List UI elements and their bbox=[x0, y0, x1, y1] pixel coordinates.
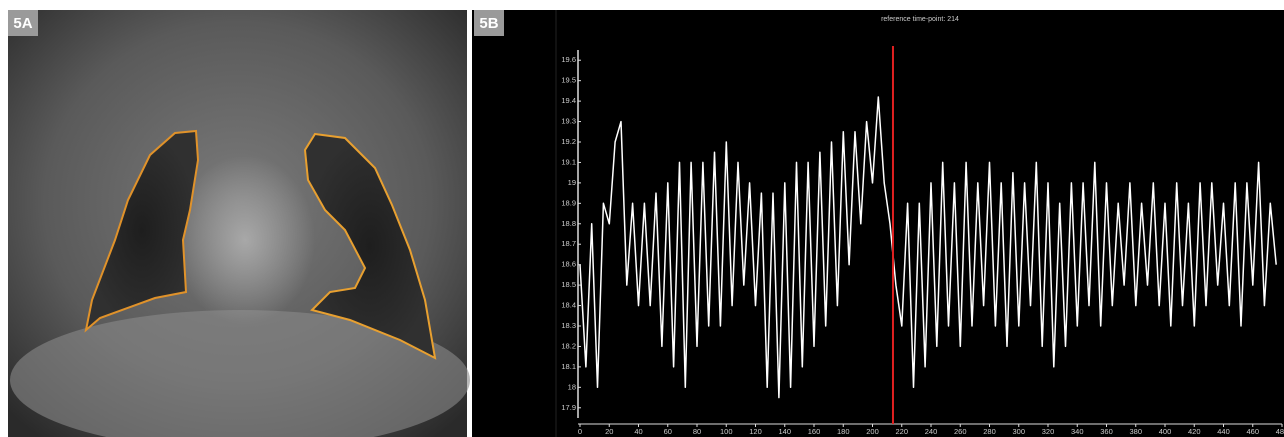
x-tick-label: 220 bbox=[895, 427, 908, 436]
y-tick-label: 19.4 bbox=[561, 96, 576, 105]
x-tick-label: 400 bbox=[1159, 427, 1172, 436]
y-tick-label: 19.3 bbox=[561, 117, 576, 126]
xray-image: 5A bbox=[8, 10, 470, 437]
y-tick-label: 18.4 bbox=[561, 301, 576, 310]
x-tick-label: 60 bbox=[664, 427, 672, 436]
x-tick-label: 440 bbox=[1217, 427, 1230, 436]
x-tick-label: 280 bbox=[983, 427, 996, 436]
x-tick-label: 380 bbox=[1129, 427, 1142, 436]
x-tick-label: 20 bbox=[605, 427, 613, 436]
chart-title: reference time-point: 214 bbox=[881, 16, 959, 23]
x-tick-label: 320 bbox=[1042, 427, 1055, 436]
x-tick-label: 160 bbox=[808, 427, 821, 436]
x-tick-label: 300 bbox=[1012, 427, 1025, 436]
x-tick-label: 140 bbox=[778, 427, 791, 436]
y-tick-label: 18.7 bbox=[561, 239, 576, 248]
x-tick-label: 240 bbox=[925, 427, 938, 436]
x-tick-label: 40 bbox=[634, 427, 642, 436]
y-tick-label: 18.8 bbox=[561, 219, 576, 228]
x-tick-label: 420 bbox=[1188, 427, 1201, 436]
x-tick-label: 340 bbox=[1071, 427, 1084, 436]
y-tick-label: 18.9 bbox=[561, 198, 576, 207]
x-tick-label: 480 bbox=[1276, 427, 1284, 436]
chart-panel: 5B reference time-point: 214 17.9 18 18.1 1… bbox=[472, 10, 1284, 437]
y-tick-label: 18 bbox=[568, 382, 576, 391]
y-tick-label: 19.5 bbox=[561, 76, 576, 85]
panel-label: 5A bbox=[13, 15, 32, 32]
x-tick-label: 180 bbox=[837, 427, 850, 436]
y-tick-label: 17.9 bbox=[561, 403, 576, 412]
y-tick-label: 18.2 bbox=[561, 341, 576, 350]
x-tick-label: 100 bbox=[720, 427, 733, 436]
x-tick-label: 0 bbox=[578, 427, 582, 436]
x-tick-label: 80 bbox=[693, 427, 701, 436]
figure: 5A 5B reference time-point: 214 17.9 18 18… bbox=[0, 0, 1284, 437]
x-tick-label: 360 bbox=[1100, 427, 1113, 436]
y-tick-label: 18.3 bbox=[561, 321, 576, 330]
x-tick-label: 200 bbox=[866, 427, 879, 436]
y-tick-label: 18.1 bbox=[561, 362, 576, 371]
x-tick-label: 460 bbox=[1246, 427, 1259, 436]
y-tick-label: 19.2 bbox=[561, 137, 576, 146]
y-tick-label: 18.5 bbox=[561, 280, 576, 289]
y-tick-label: 19 bbox=[568, 178, 576, 187]
panel-label: 5B bbox=[479, 15, 498, 32]
x-tick-label: 120 bbox=[749, 427, 762, 436]
y-tick-label: 19.1 bbox=[561, 157, 576, 166]
x-tick-label: 260 bbox=[954, 427, 967, 436]
y-tick-label: 19.6 bbox=[561, 55, 576, 64]
y-tick-label: 18.6 bbox=[561, 260, 576, 269]
